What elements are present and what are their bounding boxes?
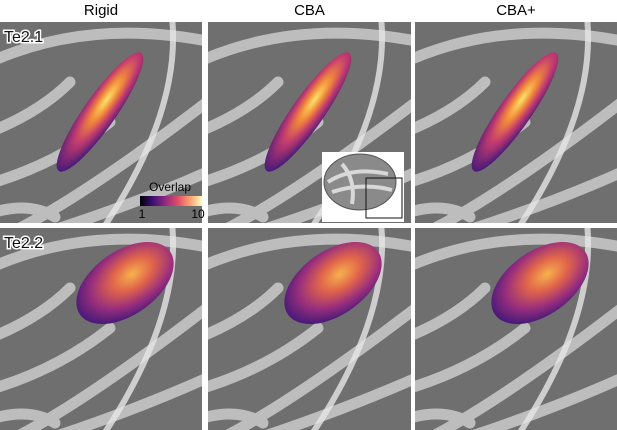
gyrus <box>225 304 411 430</box>
brain-panel <box>415 228 617 430</box>
gyrus <box>17 98 202 223</box>
gyrus <box>0 27 202 64</box>
sylvian-ridge <box>517 228 592 430</box>
gyrus <box>208 322 324 393</box>
gyrus <box>17 304 202 430</box>
gyrus <box>0 202 61 223</box>
inset-brain <box>322 152 404 222</box>
gyrus <box>0 322 116 393</box>
brain-panel <box>0 22 202 223</box>
gyrus <box>208 27 411 64</box>
labels: Rigid CBA CBA+ Te2.1 Te2.2 <box>3 2 537 254</box>
inset-hemisphere <box>323 153 397 211</box>
column-header: CBA <box>294 2 325 19</box>
inset-box <box>365 177 403 219</box>
sylvian-ridge <box>102 228 177 430</box>
gyrus <box>208 76 284 134</box>
gyrus <box>0 233 202 270</box>
gyrus <box>208 408 269 429</box>
gyrus <box>415 202 476 223</box>
sylvian-ridge <box>102 22 177 223</box>
gyrus <box>225 98 411 223</box>
gyrus <box>415 322 531 393</box>
colorbar-tick-label: 1 <box>139 207 146 221</box>
gyrus <box>432 304 617 430</box>
gyrus <box>208 233 411 270</box>
brain-panel <box>415 22 617 223</box>
gyrus <box>415 27 617 64</box>
gyrus <box>0 408 61 429</box>
colorbar-title: Overlap <box>149 180 191 194</box>
sylvian-ridge <box>517 22 592 223</box>
colorbar: Overlap 1 10 <box>139 180 205 221</box>
overlap-blob <box>491 241 589 325</box>
gyrus <box>432 98 617 223</box>
row-label: Te2.1 <box>4 29 43 46</box>
column-header: Rigid <box>84 2 118 19</box>
gyrus <box>265 374 411 430</box>
column-header: CBA+ <box>496 2 536 19</box>
colorbar-tick-label: 10 <box>191 207 205 221</box>
gyrus <box>472 168 617 223</box>
gyrus <box>57 168 202 223</box>
gyrus <box>0 76 76 134</box>
colorbar-ramp <box>140 196 202 206</box>
row-label: Te2.2 <box>4 235 43 252</box>
overlap-blob <box>76 241 174 325</box>
gyrus <box>0 282 76 340</box>
brain-panel <box>208 228 411 430</box>
gyrus <box>415 76 491 134</box>
inset-sulci <box>326 162 393 205</box>
panels <box>0 22 617 430</box>
gyrus <box>415 233 617 270</box>
brain-panel <box>0 228 202 430</box>
gyrus <box>415 408 476 429</box>
overlap-blob <box>56 52 144 172</box>
overlap-blob <box>471 52 559 172</box>
gyrus <box>208 202 269 223</box>
gyrus <box>415 282 491 340</box>
overlap-blob <box>264 52 352 172</box>
gyrus <box>208 282 284 340</box>
gyrus <box>472 374 617 430</box>
gyrus <box>57 374 202 430</box>
sylvian-ridge <box>311 228 386 430</box>
overlap-blob <box>284 241 382 325</box>
